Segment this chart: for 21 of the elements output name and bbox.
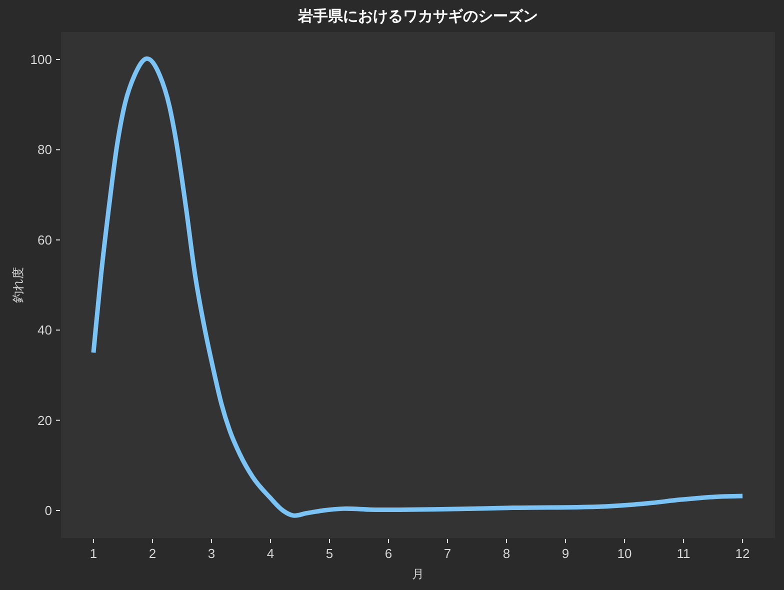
x-tick-label: 11 [676, 546, 690, 561]
x-tick-label: 8 [502, 546, 510, 561]
x-tick-label: 7 [444, 546, 452, 561]
x-tick-label: 3 [208, 546, 216, 561]
y-tick-label: 60 [38, 232, 52, 248]
y-tick-label: 40 [38, 322, 52, 338]
x-tick-label: 4 [266, 546, 274, 561]
x-tick-label: 6 [384, 546, 392, 561]
x-tick-label: 2 [148, 546, 156, 561]
x-tick-label: 1 [90, 546, 98, 561]
x-tick-label: 10 [617, 546, 632, 561]
x-tick-label: 12 [735, 546, 750, 561]
y-tick-label: 100 [30, 52, 52, 67]
title: 岩手県におけるワカサギのシーズン [298, 8, 538, 25]
y-tick-label: 80 [38, 142, 52, 158]
y-axis-title: 釣れ度 [11, 267, 25, 303]
y-tick-label: 0 [44, 503, 52, 518]
x-axis-title: 月 [412, 567, 424, 581]
y-tick-label: 20 [38, 412, 52, 428]
x-tick-label: 5 [326, 546, 334, 561]
x-tick-label: 9 [562, 546, 570, 561]
